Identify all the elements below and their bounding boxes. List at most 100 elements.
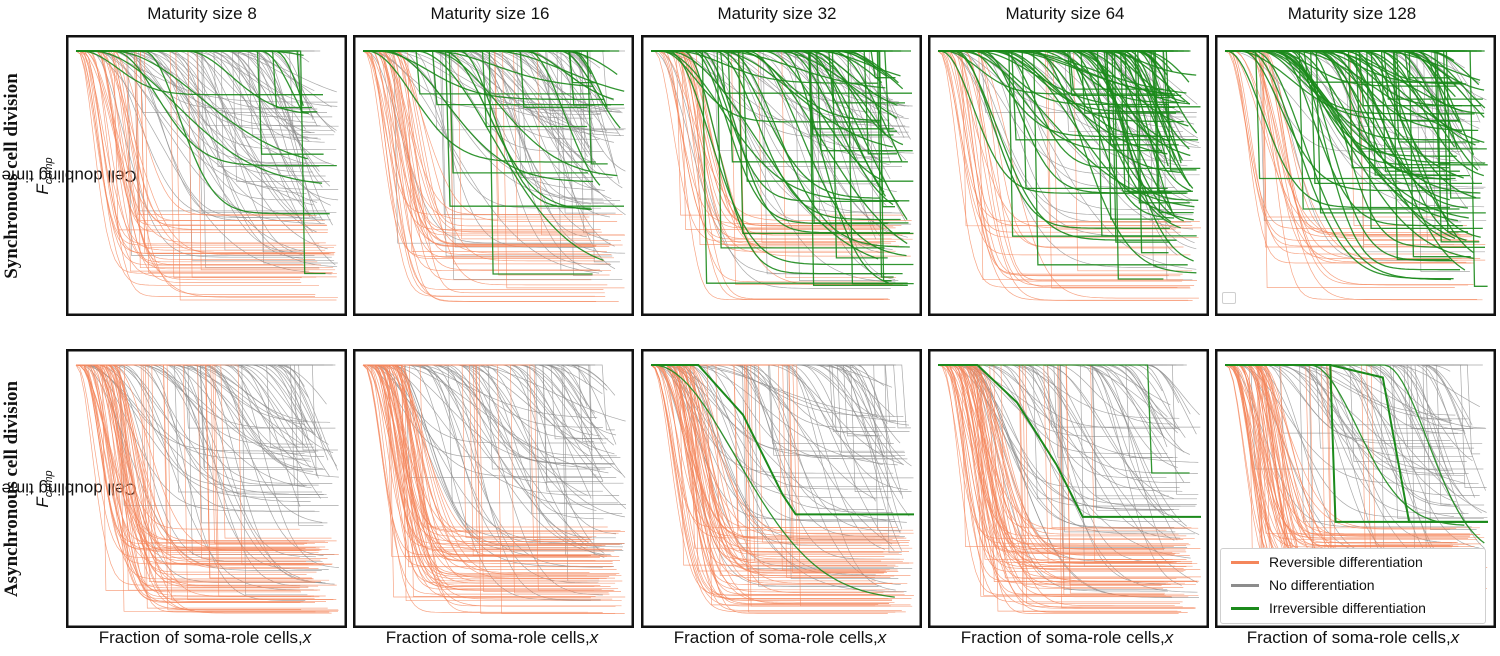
series-reversible-86 (76, 50, 305, 231)
series-reversible-139 (363, 364, 612, 556)
series-reversible-127 (938, 364, 1185, 595)
series-reversible-68 (651, 50, 912, 221)
series-reversible-111 (75, 364, 306, 562)
panel-sync-128 (1215, 35, 1496, 316)
series-reversible-138 (76, 364, 324, 564)
series-reversible-96 (76, 364, 321, 561)
series-irreversible-121 (76, 50, 323, 96)
series-reversible-59 (1225, 50, 1462, 260)
series-reversible-118 (938, 364, 1185, 584)
series-reversible-117 (76, 50, 316, 260)
series-reversible-104 (651, 364, 888, 535)
series-reversible-80 (650, 50, 896, 242)
ylabel-row-1: Cell doubling time effect, Fcomp (0, 157, 137, 195)
series-reversible-83 (76, 364, 315, 545)
series-none-40 (76, 50, 339, 190)
series-irreversible-143 (651, 50, 879, 260)
series-reversible-131 (363, 364, 621, 531)
series-reversible-132 (651, 364, 902, 611)
panel-sync-64 (928, 35, 1209, 316)
series-reversible-145 (363, 364, 600, 580)
series-reversible-113 (651, 364, 914, 596)
series-none-9 (1225, 50, 1487, 222)
series-reversible-41 (1225, 50, 1474, 285)
legend-swatch-reversible (1231, 560, 1259, 564)
series-reversible-122 (938, 364, 1184, 540)
series-reversible-141 (938, 364, 1173, 553)
series-none-46 (76, 364, 319, 452)
series-none-71 (363, 364, 609, 474)
series-reversible-132 (363, 364, 617, 575)
series-reversible-77 (651, 50, 890, 300)
series-none-8 (651, 364, 907, 523)
series-reversible-142 (938, 364, 1162, 586)
series-reversible-112 (363, 50, 594, 232)
series-reversible-133 (938, 364, 1165, 596)
series-reversible-79 (651, 364, 900, 537)
series-reversible-137 (650, 364, 909, 543)
series-none-43 (76, 364, 315, 435)
series-irreversible-149 (651, 50, 910, 202)
series-irreversible-145 (650, 364, 895, 598)
legend-swatch-irreversible (1231, 606, 1259, 610)
series-reversible-88 (938, 364, 1179, 535)
series-reversible-134 (363, 364, 602, 590)
series-reversible-65 (938, 50, 1181, 277)
series-reversible-86 (938, 364, 1199, 529)
series-reversible-109 (363, 50, 614, 259)
series-reversible-100 (76, 50, 335, 256)
series-reversible-55 (938, 50, 1183, 275)
series-reversible-68 (938, 50, 1193, 301)
panel-async-32 (641, 349, 922, 628)
highlight-irreversible-0 (938, 364, 1201, 518)
series-irreversible-132 (651, 50, 914, 266)
series-reversible-110 (76, 364, 320, 598)
series-reversible-105 (363, 364, 595, 555)
panel-frame (928, 349, 1209, 628)
series-reversible-111 (363, 50, 606, 297)
series-reversible-135 (651, 364, 898, 571)
series-reversible-64 (651, 50, 913, 240)
series-reversible-86 (76, 364, 300, 589)
series-irreversible-140 (363, 50, 604, 261)
panel-frame (1215, 349, 1496, 628)
series-reversible-98 (363, 50, 605, 294)
series-irreversible-138 (651, 50, 882, 123)
series-reversible-89 (362, 364, 610, 595)
series-reversible-105 (362, 50, 596, 247)
series-reversible-118 (75, 50, 331, 254)
series-reversible-149 (363, 364, 597, 537)
series-reversible-141 (363, 364, 596, 561)
series-reversible-128 (938, 364, 1183, 603)
series-reversible-147 (363, 364, 607, 579)
series-irreversible-142 (363, 50, 594, 183)
series-reversible-121 (938, 364, 1198, 565)
series-reversible-50 (1225, 50, 1458, 255)
panel-sync-8 (66, 35, 347, 316)
series-reversible-142 (651, 364, 893, 584)
series-reversible-50 (937, 50, 1178, 288)
xlabel-5: Fraction of soma-role cells,x (1246, 628, 1460, 647)
xlabel-2: Fraction of soma-role cells,x (385, 628, 599, 647)
panel-frame (641, 35, 922, 316)
series-reversible-146 (363, 364, 591, 541)
series-reversible-88 (651, 50, 884, 283)
panel-frame (1215, 35, 1496, 316)
series-reversible-96 (75, 50, 337, 246)
panel-async-64 (928, 349, 1209, 628)
series-reversible-115 (363, 50, 601, 230)
series-reversible-128 (651, 364, 885, 574)
legend: Reversible differentiation No differenti… (1220, 548, 1486, 624)
series-reversible-102 (651, 364, 902, 555)
col-title-5: Maturity size 128 (1287, 4, 1417, 23)
series-reversible-94 (363, 50, 600, 271)
series-reversible-114 (363, 364, 620, 574)
series-reversible-137 (76, 364, 309, 541)
series-reversible-86 (1225, 364, 1485, 538)
series-reversible-44 (1225, 50, 1469, 286)
series-reversible-91 (938, 364, 1189, 598)
panel-frame (353, 349, 634, 628)
series-reversible-110 (1225, 364, 1471, 534)
series-irreversible-131 (76, 50, 323, 184)
